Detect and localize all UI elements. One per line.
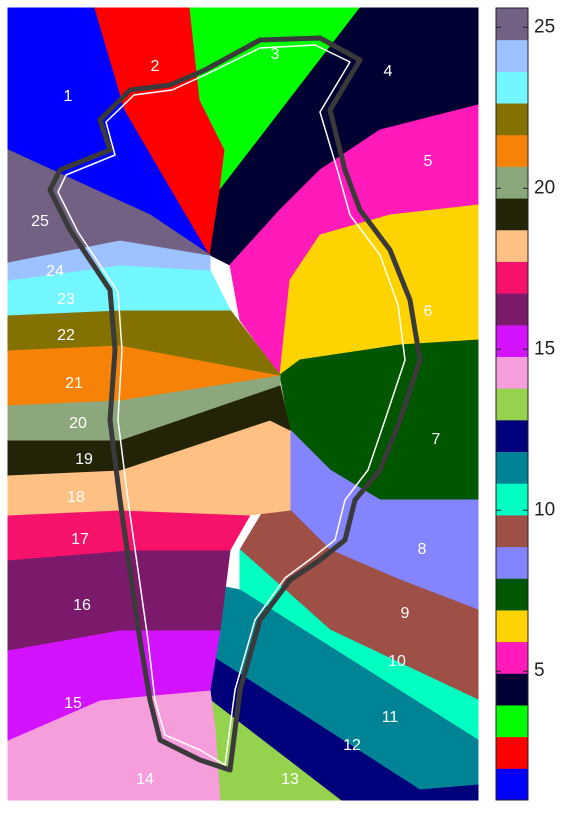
colorbar-frame [495,7,529,801]
colorbar-cell [496,324,528,357]
region-label: 11 [382,709,399,726]
colorbar-cell [496,134,528,167]
region-label: 3 [271,46,280,63]
colorbar-cell [496,229,528,262]
colorbar-cell [496,736,528,769]
colorbar-cell [496,578,528,611]
colorbar-cell [496,71,528,104]
region-label: 2 [151,58,160,75]
region-label: 9 [401,605,410,622]
region-label: 23 [57,291,75,308]
ice-margin [57,44,406,766]
region-label: 10 [388,653,406,670]
coastline [47,35,423,773]
region-labels: 1234567891011121314151617181920212223242… [31,46,440,788]
colorbar-cell [496,673,528,706]
colorbar-cell [496,356,528,389]
colorbar-cell [496,609,528,643]
regions [7,7,479,801]
region-label: 25 [31,213,49,230]
region-label: 14 [136,771,154,788]
colorbar-cell [496,293,528,326]
region-label: 8 [418,541,427,558]
colorbar-cell [496,103,528,136]
colorbar-cell [496,419,528,453]
region-label: 5 [424,153,433,170]
region-label: 15 [64,695,82,712]
colorbar-tick-label: 5 [534,660,545,681]
colorbar-tick-label: 15 [534,338,555,359]
region-label: 7 [432,431,441,448]
colorbar-cell [496,514,528,548]
colorbar-cell [496,483,528,516]
colorbar-cell [496,388,528,421]
region-label: 4 [384,63,393,80]
colorbar-tick-label: 25 [534,16,555,37]
colorbar-cell [496,166,528,199]
region-label: 12 [343,737,361,754]
colorbar-cell [496,39,528,72]
colorbar-tick-label: 20 [534,177,555,198]
colorbar-cell [496,198,528,231]
region-label: 6 [424,303,433,320]
colorbar-cell [496,641,528,674]
colorbar-cell [496,768,528,801]
region-label: 21 [65,375,83,392]
colorbar-cell [496,451,528,484]
colorbar-cell [496,8,528,41]
region-label: 1 [64,88,73,105]
colorbar: 5 10 15 20 25 [495,7,555,801]
region-label: 18 [67,489,85,506]
colorbar-cell [496,261,528,294]
region-label: 24 [46,263,64,280]
region-label: 16 [73,597,91,614]
region-label: 17 [71,531,89,548]
colorbar-cell [496,546,528,579]
region-label: 22 [57,327,75,344]
region [239,548,479,741]
colorbar-tick-label: 10 [534,499,555,520]
colorbar-cell [496,704,528,738]
region-label: 19 [75,451,93,468]
region-label: 13 [281,771,299,788]
region-label: 20 [69,415,87,432]
